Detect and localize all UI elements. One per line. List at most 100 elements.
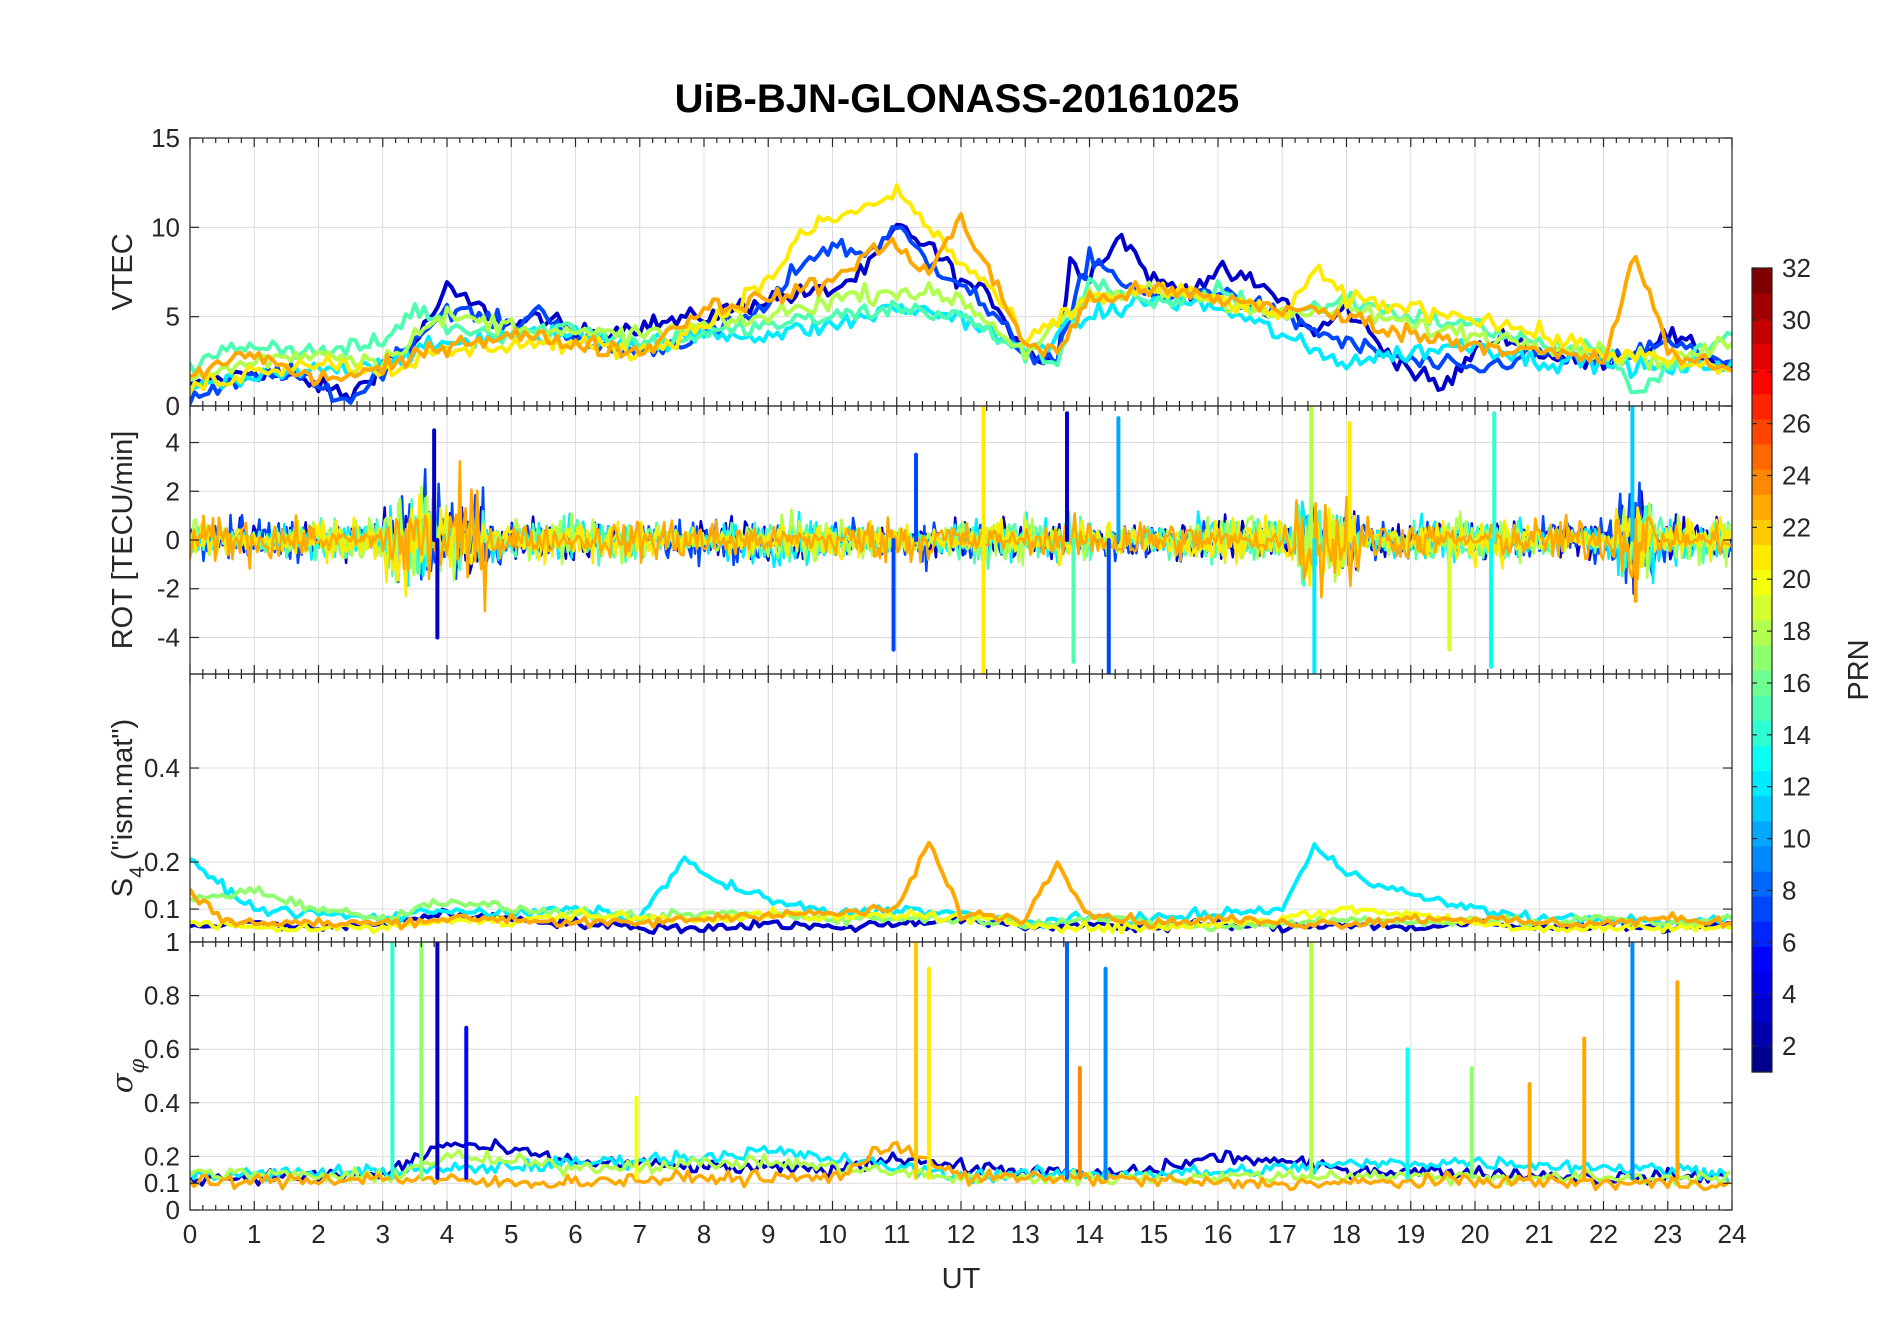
y-tick-label: 10 bbox=[151, 212, 180, 242]
colorbar-cell bbox=[1752, 318, 1772, 344]
y-axis-title: σφ bbox=[105, 1058, 149, 1093]
colorbar-tick-label: 8 bbox=[1782, 875, 1796, 905]
x-tick-label: 14 bbox=[1075, 1219, 1104, 1249]
x-tick-label: 10 bbox=[818, 1219, 847, 1249]
x-tick-label: 4 bbox=[440, 1219, 454, 1249]
colorbar-cell bbox=[1752, 469, 1772, 495]
y-axis-title: S4("ism.mat") bbox=[107, 719, 149, 897]
colorbar-cell bbox=[1752, 268, 1772, 294]
x-axis: 0 1 2 3 4 5 6 7 8 9 10 11 12 13 14 15 16 17 18 19 20 21 22 23 24… bbox=[183, 1219, 1747, 1295]
y-tick-label: -4 bbox=[157, 622, 180, 652]
y-tick-label: 0.4 bbox=[144, 753, 180, 783]
colorbar-tick-label: 28 bbox=[1782, 357, 1811, 387]
y-tick-label: 0 bbox=[166, 525, 180, 555]
x-tick-label: 8 bbox=[697, 1219, 711, 1249]
series-group bbox=[190, 183, 1732, 406]
panel-s4: 0.1 0.2 0.4S4("ism.mat") bbox=[107, 673, 1733, 943]
panel-sigma_phi: 00.10.2 0.4 0.6 0.8 1 σφ bbox=[105, 927, 1733, 1225]
x-tick-label: 6 bbox=[568, 1219, 582, 1249]
ticks bbox=[189, 406, 1733, 674]
series-prn-18 bbox=[190, 280, 1732, 382]
colorbar-cell bbox=[1752, 443, 1772, 470]
y-axis-title: VTEC bbox=[107, 233, 139, 310]
colorbar-tick-label: 10 bbox=[1782, 824, 1811, 854]
x-tick-label: 5 bbox=[504, 1219, 518, 1249]
x-tick-label: 19 bbox=[1396, 1219, 1425, 1249]
series-prn-3 bbox=[190, 222, 1732, 405]
colorbar-tick-label: 6 bbox=[1782, 927, 1796, 957]
y-tick-label: 4 bbox=[166, 428, 180, 458]
x-tick-label: 1 bbox=[247, 1219, 261, 1249]
y-tick-label: 0 bbox=[166, 1195, 180, 1225]
colorbar-cell bbox=[1752, 695, 1772, 721]
colorbar-cell bbox=[1752, 1021, 1772, 1048]
colorbar-cell bbox=[1752, 845, 1772, 872]
colorbar-cell bbox=[1752, 921, 1772, 947]
x-tick-label: 13 bbox=[1011, 1219, 1040, 1249]
colorbar-tick-label: 12 bbox=[1782, 772, 1811, 802]
colorbar-tick-label: 4 bbox=[1782, 979, 1796, 1009]
y-tick-label: -2 bbox=[157, 574, 180, 604]
series-prn-7 bbox=[190, 225, 1732, 406]
colorbar-tick-label: 14 bbox=[1782, 720, 1811, 750]
y-tick-label: 0.2 bbox=[144, 847, 180, 877]
colorbar-cell bbox=[1752, 494, 1772, 520]
series-prn-23 bbox=[190, 1140, 1730, 1192]
y-tick-label: 2 bbox=[166, 476, 180, 506]
y-tick-label: 0.8 bbox=[144, 981, 180, 1011]
y-tick-label: 15 bbox=[151, 123, 180, 153]
grid bbox=[189, 674, 1733, 942]
x-tick-label: 7 bbox=[633, 1219, 647, 1249]
x-axis-title: UT bbox=[942, 1263, 981, 1295]
series-prn-23 bbox=[190, 212, 1732, 387]
y-tick-label: 0 bbox=[166, 391, 180, 421]
series-prn-21 bbox=[190, 183, 1732, 395]
colorbar-cell bbox=[1752, 418, 1772, 445]
x-tick-label: 3 bbox=[376, 1219, 390, 1249]
colorbar-cell bbox=[1752, 946, 1772, 973]
colorbar-tick-label: 18 bbox=[1782, 616, 1811, 646]
colorbar-cell bbox=[1752, 896, 1772, 922]
series-prn-23 bbox=[190, 840, 1732, 931]
colorbar-cell bbox=[1752, 569, 1772, 596]
panel-vtec: 0 5 10 15 VTEC bbox=[107, 123, 1733, 421]
y-tick-label: 1 bbox=[166, 927, 180, 957]
x-tick-label: 15 bbox=[1139, 1219, 1168, 1249]
colorbar-cell bbox=[1752, 393, 1772, 420]
x-tick-label: 18 bbox=[1332, 1219, 1361, 1249]
figure-title: UiB-BJN-GLONASS-20161025 bbox=[675, 77, 1240, 121]
x-tick-label: 22 bbox=[1589, 1219, 1618, 1249]
y-tick-label: 0.2 bbox=[144, 1141, 180, 1171]
x-tick-label: 24 bbox=[1718, 1219, 1747, 1249]
colorbar-cell bbox=[1752, 820, 1772, 847]
colorbar-cell bbox=[1752, 619, 1772, 646]
y-tick-label: 5 bbox=[166, 302, 180, 332]
colorbar-cell bbox=[1752, 996, 1772, 1023]
x-tick-label: 20 bbox=[1461, 1219, 1490, 1249]
panel-rot: -4 -2 0 2 4 ROT [TECU/min] bbox=[107, 405, 1733, 675]
colorbar-cell bbox=[1752, 1046, 1772, 1073]
y-tick-label: 0.4 bbox=[144, 1088, 180, 1118]
colorbar-cell bbox=[1752, 720, 1772, 746]
x-tick-label: 12 bbox=[947, 1219, 976, 1249]
x-tick-label: 23 bbox=[1653, 1219, 1682, 1249]
x-tick-label: 11 bbox=[883, 1219, 910, 1249]
x-tick-label: 21 bbox=[1525, 1219, 1554, 1249]
colorbar-tick-label: 20 bbox=[1782, 564, 1811, 594]
colorbar-cell bbox=[1752, 795, 1772, 822]
y-tick-label: 0.6 bbox=[144, 1034, 180, 1064]
colorbar-cell bbox=[1752, 594, 1772, 621]
series-group bbox=[190, 406, 1732, 674]
colorbar-cell bbox=[1752, 745, 1772, 772]
colorbar-cell bbox=[1752, 343, 1772, 370]
colorbar-cell bbox=[1752, 519, 1772, 545]
x-tick-label: 0 bbox=[183, 1219, 197, 1249]
colorbar-tick-label: 22 bbox=[1782, 512, 1811, 542]
series-prn-23 bbox=[190, 459, 1732, 613]
colorbar-tick-label: 16 bbox=[1782, 668, 1811, 698]
colorbar-cell bbox=[1752, 670, 1772, 696]
colorbar-tick-label: 24 bbox=[1782, 460, 1811, 490]
x-tick-label: 17 bbox=[1268, 1219, 1297, 1249]
